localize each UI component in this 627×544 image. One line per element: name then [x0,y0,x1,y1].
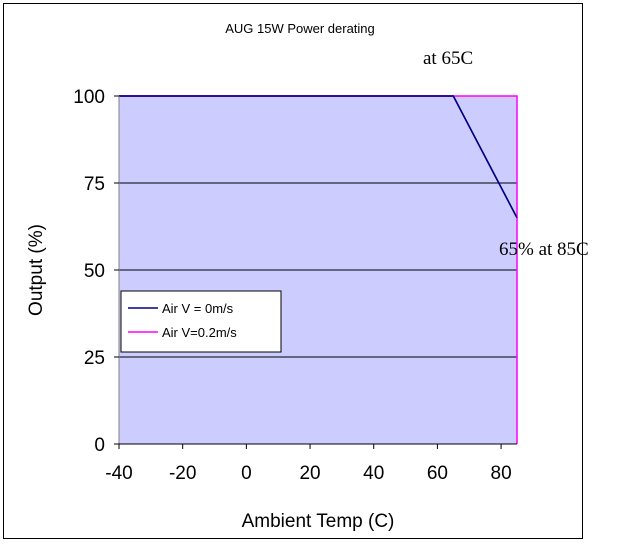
x-tick-label: 0 [241,463,252,484]
y-tick-label: 75 [84,174,105,195]
x-tick-label: 60 [427,463,448,484]
x-axis-label: Ambient Temp (C) [242,511,395,532]
ticks: -40 -20 0 20 40 60 80 0 25 50 75 100 [73,87,511,484]
y-tick-label: 100 [73,87,105,108]
annotation-at-65c: at 65C [423,48,473,69]
annotation-65-at-85c: 65% at 85C [499,239,589,260]
y-tick-label: 25 [84,348,105,369]
y-tick-label: 0 [94,435,105,456]
legend: Air V = 0m/s Air V=0.2m/s [120,290,282,353]
x-tick-label: -40 [105,463,132,484]
legend-label-1: Air V=0.2m/s [162,325,237,340]
series-layer [119,95,518,444]
y-tick-label: 50 [84,261,105,282]
x-tick-label: 20 [299,463,320,484]
chart-title: AUG 15W Power derating [225,21,375,36]
y-axis-label: Output (%) [26,224,47,316]
x-tick-label: 40 [363,463,384,484]
x-tick-label: 80 [491,463,512,484]
legend-label-0: Air V = 0m/s [162,301,234,316]
x-tick-label: -20 [169,463,196,484]
legend-box [120,290,282,353]
series-line-0-overlay [119,95,518,219]
